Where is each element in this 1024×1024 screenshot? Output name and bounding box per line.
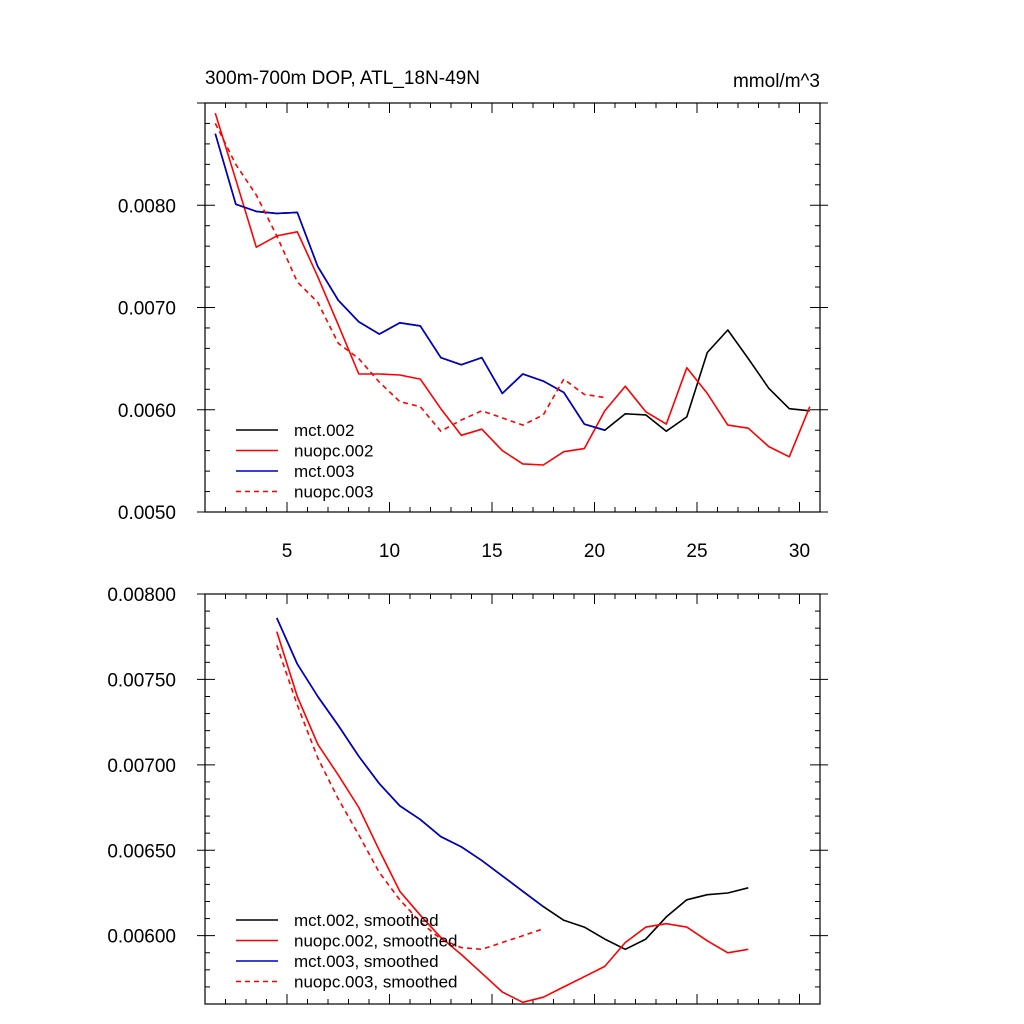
top-y-tick-label: 0.0060 <box>118 401 176 422</box>
top-legend-label: nuopc.003 <box>294 483 373 502</box>
top-x-tick-label: 10 <box>379 541 400 562</box>
bottom-y-tick-label: 0.00600 <box>107 927 176 948</box>
top-series-nuopc-003-line <box>214 123 605 433</box>
bottom-panel: 0.00600 0.00650 0.00700 0.00750 0.00800 mct.0… <box>107 585 828 1005</box>
bottom-y-tick-label: 0.00800 <box>107 585 176 606</box>
bottom-y-tick-label: 0.00700 <box>107 756 176 777</box>
top-y-tick-label: 0.0070 <box>118 299 176 320</box>
top-y-tick-label: 0.0080 <box>118 196 176 217</box>
top-x-tick-label: 15 <box>481 541 502 562</box>
top-x-tick-label: 20 <box>584 541 605 562</box>
top-panel: 300m-700m DOP, ATL_18N-49N mmol/m^3 5 10 1… <box>118 68 828 562</box>
bottom-series-mct-003-smoothed-line <box>276 617 544 908</box>
top-x-tick-label: 30 <box>789 541 810 562</box>
bottom-series-nuopc-002-smoothed-line <box>276 631 749 1004</box>
top-legend-label: mct.003 <box>294 462 354 481</box>
bottom-series-mct-002-smoothed-line <box>276 617 749 951</box>
bottom-y-tick-label: 0.00650 <box>107 841 176 862</box>
top-legend-label: mct.002 <box>294 421 354 440</box>
top-panel-title: 300m-700m DOP, ATL_18N-49N <box>205 68 480 89</box>
bottom-legend-label: mct.002, smoothed <box>294 911 439 930</box>
bottom-legend-label: nuopc.002, smoothed <box>294 932 458 951</box>
top-y-tick-label: 0.0050 <box>118 503 176 524</box>
top-legend-label: nuopc.002 <box>294 442 373 461</box>
bottom-y-tick-label: 0.00750 <box>107 670 176 691</box>
top-x-tick-label: 5 <box>282 541 293 562</box>
bottom-series-nuopc-003-smoothed-line <box>276 645 544 951</box>
top-series-mct-002-line <box>214 133 810 433</box>
top-series-mct-003-line <box>214 133 606 431</box>
top-x-tick-label: 25 <box>686 541 707 562</box>
top-series-nuopc-002-line <box>214 112 811 466</box>
bottom-legend-label: mct.003, smoothed <box>294 952 439 971</box>
bottom-legend-label: nuopc.003, smoothed <box>294 973 458 992</box>
top-panel-units: mmol/m^3 <box>733 71 820 92</box>
